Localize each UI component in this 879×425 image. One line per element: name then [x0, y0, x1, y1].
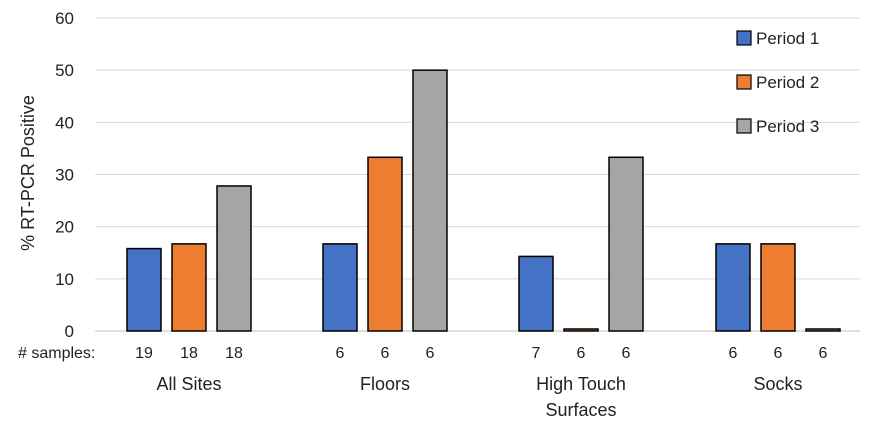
- legend-swatch: [736, 74, 752, 90]
- sample-count: 18: [225, 345, 243, 362]
- y-axis-ticks: 0 10 20 30 40 50 60: [55, 9, 74, 341]
- bar: [715, 243, 751, 332]
- sample-count: 6: [622, 345, 631, 362]
- y-tick-label: 10: [55, 270, 74, 289]
- y-tick-label: 50: [55, 61, 74, 80]
- legend-label: Period 1: [756, 29, 819, 48]
- sample-count: 6: [774, 345, 783, 362]
- bar: [608, 156, 644, 332]
- legend-label: Period 2: [756, 73, 819, 92]
- bar: [367, 156, 403, 332]
- samples-label: # samples:: [18, 345, 95, 362]
- sample-count: 6: [729, 345, 738, 362]
- bars: [126, 69, 841, 332]
- category-label: Socks: [753, 374, 802, 394]
- sample-count: 6: [819, 345, 828, 362]
- bar: [563, 328, 599, 332]
- bar: [216, 185, 252, 332]
- y-tick-label: 30: [55, 166, 74, 185]
- sample-count: 18: [180, 345, 198, 362]
- legend-swatch: [736, 30, 752, 46]
- sample-count: 6: [426, 345, 435, 362]
- category-label: Surfaces: [545, 400, 616, 420]
- category-label: Floors: [360, 374, 410, 394]
- y-axis-label: % RT-PCR Positive: [18, 95, 38, 251]
- legend-swatch: [736, 118, 752, 134]
- bar: [760, 243, 796, 332]
- sample-count: 7: [532, 345, 541, 362]
- category-label: All Sites: [156, 374, 221, 394]
- sample-count: 6: [336, 345, 345, 362]
- category-labels: All Sites Floors High Touch Surfaces Socks: [156, 374, 802, 420]
- y-tick-label: 20: [55, 218, 74, 237]
- legend-label: Period 3: [756, 117, 819, 136]
- bar: [126, 247, 162, 332]
- y-tick-label: 60: [55, 9, 74, 28]
- bar: [412, 69, 448, 332]
- legend: Period 1 Period 2 Period 3: [736, 29, 819, 136]
- y-tick-label: 40: [55, 113, 74, 132]
- sample-count: 6: [577, 345, 586, 362]
- bar: [805, 328, 841, 332]
- y-tick-label: 0: [65, 322, 74, 341]
- sample-count: 6: [381, 345, 390, 362]
- sample-count: 19: [135, 345, 153, 362]
- bar: [518, 255, 554, 332]
- bar: [322, 243, 358, 332]
- bar: [171, 243, 207, 332]
- sample-counts: 19 6 7 6 18 6 6 6 18 6 6 6: [135, 345, 827, 362]
- category-label: High Touch: [536, 374, 626, 394]
